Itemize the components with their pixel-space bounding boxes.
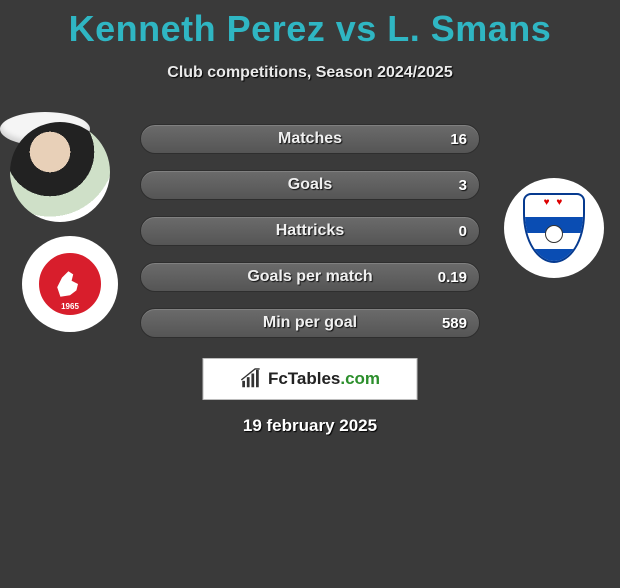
stat-value-right: 3: [459, 177, 467, 194]
stat-value-right: 589: [442, 315, 467, 332]
player-left-avatar: [10, 122, 110, 222]
stat-bar: Goals 3: [140, 170, 480, 200]
date-label: 19 february 2025: [0, 416, 620, 436]
stat-value-right: 0.19: [438, 269, 467, 286]
club-left-badge: 1965: [22, 236, 118, 332]
stat-label: Hattricks: [276, 222, 344, 240]
brand-name: FcTables: [268, 369, 340, 388]
stat-label: Matches: [278, 130, 342, 148]
page-title: Kenneth Perez vs L. Smans: [0, 8, 620, 50]
stat-label: Goals: [288, 176, 332, 194]
club-right-hearts-icon: ♥ ♥: [525, 197, 583, 208]
comparison-panel: 1965 ♥ ♥ Matches16Goals3Hattricks0Goals …: [0, 112, 620, 146]
stat-bar: Goals per match 0.19: [140, 262, 480, 292]
stat-value-right: 0: [459, 223, 467, 240]
stat-label: Min per goal: [263, 314, 357, 332]
chart-icon: [240, 368, 262, 390]
subtitle: Club competitions, Season 2024/2025: [0, 64, 620, 82]
club-right-ball-icon: [545, 225, 563, 243]
club-left-year: 1965: [61, 302, 79, 311]
club-left-icon: [54, 268, 86, 300]
stat-label: Goals per match: [247, 268, 372, 286]
stat-bar: Min per goal 589: [140, 308, 480, 338]
brand-box[interactable]: FcTables.com: [203, 358, 418, 400]
stat-bar: Hattricks 0: [140, 216, 480, 246]
stat-bar: Matches 16: [140, 124, 480, 154]
stat-value-right: 16: [450, 131, 467, 148]
brand-text: FcTables.com: [268, 369, 380, 389]
brand-suffix: .com: [340, 369, 380, 388]
stat-bars: Matches 16 Goals 3 Hattricks 0 Goals per match…: [140, 124, 480, 354]
club-right-badge: ♥ ♥: [504, 178, 604, 278]
